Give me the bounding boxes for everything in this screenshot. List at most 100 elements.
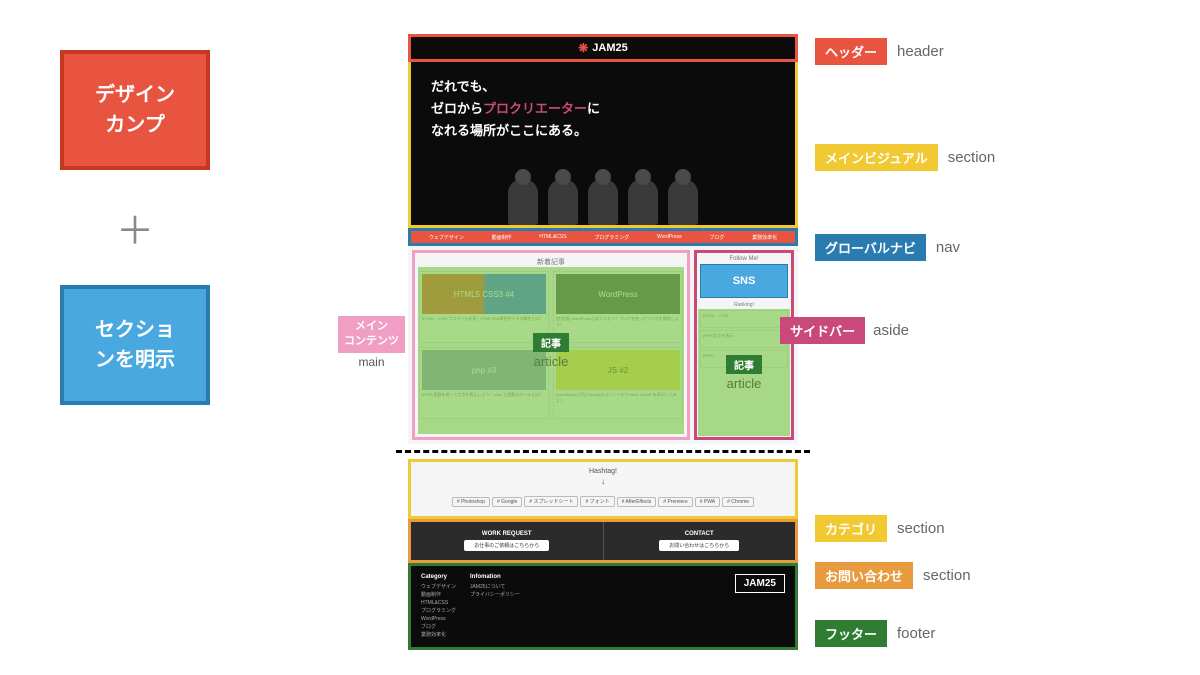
person-silhouette (628, 179, 658, 225)
ranking-list: [HTML・CSS]… [PHP]文字を表示… [PHP]… (700, 310, 788, 368)
tags-arrow-icon: ↓ (415, 477, 791, 486)
person-silhouette (548, 179, 578, 225)
sns-block: SNS (700, 264, 788, 298)
nav-item: WordPress (657, 234, 682, 240)
article-tag-text: article (727, 376, 762, 391)
main-label-badge: メインコンテンツ (338, 316, 405, 353)
article-title: [JavaScript入門] Chromeのコンソールで"Hello World… (556, 392, 680, 404)
legend-badge: お問い合わせ (815, 562, 913, 589)
mockup-contact-section: WORK REQUEST お仕事のご依頼はこちらから CONTACT お問い合わ… (408, 519, 798, 563)
legend-row: カテゴリsection (815, 515, 945, 542)
person-silhouette (668, 179, 698, 225)
footer-link: プログラミング (421, 607, 456, 615)
design-comp-block: デザインカンプ (60, 50, 210, 170)
footer-link: JAM25について (470, 583, 520, 591)
footer-link: 動画制作 (421, 591, 456, 599)
hashtag: # Chrome (722, 497, 754, 507)
hero-people (411, 169, 795, 225)
header-logo: JAM25 (578, 41, 628, 55)
article-thumb: WordPress (556, 274, 680, 314)
rank-item: [HTML・CSS]… (700, 310, 788, 328)
hashtag: # Premiere (658, 497, 692, 507)
legend-row: グローバルナビnav (815, 234, 960, 261)
hashtag: # フォント (580, 496, 614, 507)
contact-heading: CONTACT (685, 531, 714, 537)
aside-ranking-heading: Ranking! (700, 302, 788, 308)
legend-badge: カテゴリ (815, 515, 887, 542)
hashtag: # Photoshop (452, 497, 490, 507)
work-heading: WORK REQUEST (482, 531, 532, 537)
mockup-hero-section: だれでも、 ゼロからプロクリエーターに なれる場所がここにある。 (408, 62, 798, 228)
aside-follow-heading: Follow Me! (700, 256, 788, 262)
footer-link: WordPress (421, 615, 456, 623)
legend-badge: フッター (815, 620, 887, 647)
footer-info-col: Infomation JAM25についてプライバシーポリシー (470, 574, 520, 639)
article-thumb: HTML5 CSS3 #4 (422, 274, 546, 314)
contact-button: お問い合わせはこちらから (659, 540, 739, 551)
plus-symbol: ＋ (60, 200, 210, 255)
legend-tag: footer (897, 625, 935, 642)
hero-line3: なれる場所がここにある。 (431, 120, 775, 142)
work-request-col: WORK REQUEST お仕事のご依頼はこちらから (411, 522, 604, 560)
mockup-global-nav: ウェブデザイン動画制作HTML&CSSプログラミングWordPressブログ業務… (408, 228, 798, 246)
legend-badge: メインビジュアル (815, 144, 938, 171)
nav-item: ウェブデザイン (429, 234, 464, 241)
footer-cat-heading: Category (421, 574, 456, 580)
aside-label-badge: サイドバー (780, 317, 865, 344)
nav-item: プログラミング (594, 234, 629, 241)
footer-link: ブログ (421, 623, 456, 631)
tags-heading: Hashtag! (415, 468, 791, 475)
hero-line1: だれでも、 (431, 76, 775, 98)
legend-badge: グローバルナビ (815, 234, 926, 261)
left-column: デザインカンプ ＋ セクションを明示 (60, 50, 240, 405)
article-title: [HTML・CSS] ブロガーも必見！HTMLのID属性やクラス属性とは？ (422, 316, 546, 322)
legend-tag: header (897, 43, 944, 60)
person-silhouette (508, 179, 538, 225)
footer-logo: JAM25 (735, 574, 785, 593)
legend-row: メインビジュアル section (815, 144, 995, 171)
person-silhouette (588, 179, 618, 225)
footer-link: プライバシーポリシー (470, 591, 520, 599)
article-title: [完全版] WordPressとはナニモノ？ブログを使ってブログを開設しよう！ (556, 316, 680, 328)
legend-row: お問い合わせ section (815, 562, 971, 589)
hashtag: # PWA (695, 497, 720, 507)
aside-label: サイドバー aside (780, 317, 909, 344)
website-mockup: JAM25 だれでも、 ゼロからプロクリエーターに なれる場所がここにある。 ウ… (408, 34, 798, 650)
article-card: JS #2 [JavaScript入門] Chromeのコンソールで"Hello … (553, 347, 683, 419)
main-content-label: メインコンテンツ main (338, 316, 405, 369)
nav-item: ブログ (709, 234, 724, 241)
legend-row: ヘッダー header (815, 38, 944, 65)
article-thumb: php #3 (422, 350, 546, 390)
rank-item: [PHP]… (700, 350, 788, 368)
legend-row: フッター footer (815, 620, 935, 647)
legend-tag: section (948, 149, 996, 166)
nav-item: HTML&CSS (539, 234, 566, 240)
footer-columns: Category ウェブデザイン動画制作HTML&CSSプログラミングWordP… (421, 574, 520, 639)
article-title: [PHP] 変数を使って文字を表示しよう！echo と変数のルールとは？ (422, 392, 546, 398)
aside-label-tag: aside (873, 322, 909, 339)
footer-link: ウェブデザイン (421, 583, 456, 591)
section-explicit-text: セクションを明示 (95, 315, 175, 375)
article-card: HTML5 CSS3 #4 [HTML・CSS] ブロガーも必見！HTMLのID属… (419, 271, 549, 343)
hero-line2: ゼロからプロクリエーターに (431, 98, 775, 120)
article-thumb: JS #2 (556, 350, 680, 390)
mockup-main: 新着記事 HTML5 CSS3 #4[HTML・CSS] ブロガーも必見！HTM… (412, 250, 690, 440)
legend-tag: section (923, 567, 971, 584)
tags-list: # Photoshop# Google# スプレッドシート# フォント# Aft… (415, 490, 791, 508)
nav-item: 業務効率化 (752, 234, 777, 241)
design-comp-text: デザインカンプ (95, 80, 175, 140)
work-button: お仕事のご依頼はこちらから (464, 540, 549, 551)
footer-category-col: Category ウェブデザイン動画制作HTML&CSSプログラミングWordP… (421, 574, 456, 639)
main-label-tag: main (338, 355, 405, 369)
footer-info-links: JAM25についてプライバシーポリシー (470, 583, 520, 599)
footer-link: HTML&CSS (421, 599, 456, 607)
dashed-divider (396, 450, 810, 453)
mockup-footer: Category ウェブデザイン動画制作HTML&CSSプログラミングWordP… (408, 563, 798, 650)
contact-col: CONTACT お問い合わせはこちらから (604, 522, 796, 560)
hero-text: だれでも、 ゼロからプロクリエーターに なれる場所がここにある。 (431, 76, 775, 142)
article-card: php #3 [PHP] 変数を使って文字を表示しよう！echo と変数のルールと… (419, 347, 549, 419)
footer-cat-links: ウェブデザイン動画制作HTML&CSSプログラミングWordPressブログ業務… (421, 583, 456, 639)
mockup-tags-section: Hashtag! ↓ # Photoshop# Google# スプレッドシート… (408, 459, 798, 519)
legend-badge: ヘッダー (815, 38, 887, 65)
rank-item: [PHP]文字を表示… (700, 330, 788, 348)
